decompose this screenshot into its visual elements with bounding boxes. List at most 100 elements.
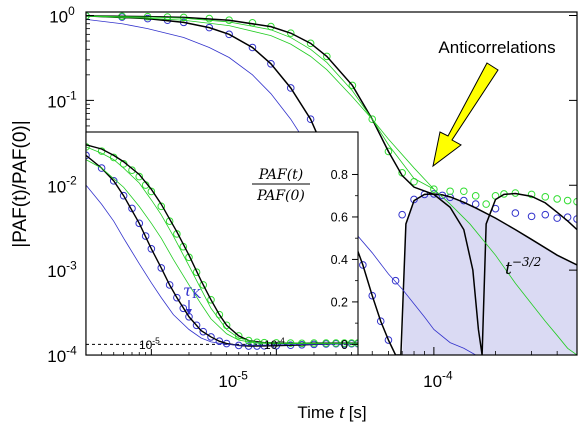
tau-arrow-head [185, 309, 192, 315]
tick-label-base: 10 [47, 262, 66, 281]
data-point [323, 52, 331, 61]
data-point [267, 59, 275, 68]
data-point [97, 164, 106, 172]
data-point [348, 81, 357, 90]
series-green-thin-line [86, 15, 435, 190]
x-axis-title: Time t [s] [297, 403, 366, 422]
inset-y-tick-label: 0.6 [331, 210, 348, 224]
data-point [192, 321, 201, 330]
data-point [165, 281, 174, 289]
power-law-base: t [505, 259, 512, 279]
inset-y-label-denominator: PAF(0) [256, 188, 305, 204]
inset-y-tick-label: 0.2 [331, 295, 348, 309]
tick-label-base: 10 [47, 92, 66, 111]
main-plot-content [86, 12, 577, 355]
data-point [173, 293, 181, 302]
data-point [563, 196, 572, 205]
inset-series-black-line-line [86, 154, 358, 347]
data-point [527, 212, 536, 221]
data-point [86, 143, 90, 151]
data-point [207, 295, 215, 304]
series-green-thin-line [86, 15, 577, 355]
inset-frame [85, 131, 359, 356]
data-point [147, 187, 156, 196]
data-point [225, 30, 233, 39]
data-point [368, 115, 377, 124]
data-point [541, 193, 550, 201]
tick-label-base: 10 [49, 8, 68, 27]
y-tick-label: 10-4 [47, 343, 77, 366]
tick-label-exponent: -4 [66, 343, 77, 357]
data-point [215, 337, 224, 345]
tick-label-exponent: -4 [277, 336, 285, 346]
data-point [471, 192, 480, 200]
data-point [128, 166, 136, 175]
anticorrelations-arrow [432, 62, 499, 168]
data-point [207, 333, 215, 341]
inset-y-label: PAF(t) PAF(0) [252, 167, 310, 204]
annotations: Anticorrelations t−3/2 [432, 38, 556, 279]
data-point [553, 214, 561, 222]
y-tick-label: 10-2 [47, 174, 77, 197]
anticorrelations-label: Anticorrelations [438, 38, 555, 57]
inset-series-blue-thin-line [86, 184, 358, 346]
tau-subscript: K [192, 287, 202, 301]
tau-marker: τK [183, 281, 202, 315]
data-point [286, 84, 295, 92]
inset-y-label-numerator: PAF(t) [258, 167, 304, 183]
power-law-exponent: −3/2 [512, 255, 541, 269]
tau-symbol: τ [183, 281, 193, 300]
shaded-region [402, 193, 577, 355]
data-point [573, 197, 577, 206]
tick-label-base: 10 [423, 372, 442, 391]
tick-label-exponent: -4 [442, 368, 453, 382]
data-point [460, 187, 468, 196]
data-point [192, 268, 201, 276]
y-tick-label: 10-3 [47, 258, 77, 281]
series-black-line-line [86, 15, 577, 355]
x-tick-label: 10-5 [218, 368, 248, 391]
data-point [573, 215, 577, 223]
inset-y-tick-label: 0.4 [331, 253, 348, 267]
data-point [391, 276, 400, 285]
data-point [359, 261, 367, 269]
data-point [179, 304, 188, 313]
data-point [199, 327, 208, 336]
tick-label-base: 10 [139, 338, 153, 352]
data-point [384, 147, 393, 156]
data-point [553, 195, 561, 203]
tick-label-exponent: -5 [152, 336, 160, 346]
y-axis-title: |PAF(t)/PAF(0)| [10, 120, 31, 247]
tick-label-exponent: -1 [66, 89, 77, 103]
data-point [157, 264, 166, 272]
tau-label: τK [183, 281, 202, 301]
data-point [398, 210, 406, 219]
x-axis-title-unit: [s] [344, 403, 367, 422]
data-point [482, 200, 490, 208]
data-point [147, 245, 156, 253]
tick-label-exponent: -3 [66, 258, 77, 272]
data-point [109, 177, 118, 185]
inset-x-tick-label: 10-4 [264, 336, 285, 352]
inset-y-tick-label: 0.8 [331, 168, 348, 182]
data-point [384, 336, 393, 344]
x-axis-title-text: Time [297, 403, 339, 422]
tick-label-exponent: -2 [66, 174, 77, 188]
tick-label-exponent: -5 [237, 368, 248, 382]
data-point [248, 43, 257, 52]
data-point [511, 209, 520, 217]
data-point [306, 39, 315, 48]
inset-series-green-thin-line [86, 159, 358, 345]
data-point [306, 115, 315, 124]
inset-series-green-thin-line [86, 146, 358, 344]
data-point [368, 291, 377, 300]
tick-label-base: 10 [47, 177, 66, 196]
tick-label-base: 10 [264, 338, 278, 352]
tick-label-base: 10 [218, 372, 237, 391]
data-point [541, 210, 550, 219]
data-point [141, 232, 150, 240]
tick-label-base: 10 [47, 347, 66, 366]
